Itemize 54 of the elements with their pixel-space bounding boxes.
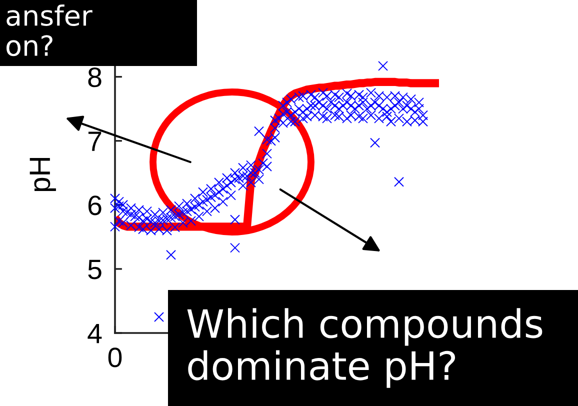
point — [334, 92, 344, 102]
point — [110, 222, 120, 232]
point — [290, 116, 300, 127]
point — [210, 203, 220, 214]
point — [394, 113, 404, 124]
point — [342, 88, 352, 98]
point — [214, 178, 224, 188]
point — [194, 211, 204, 222]
y-tick-label: 4 — [88, 324, 102, 344]
y-tick-label: 6 — [88, 196, 102, 216]
annotation: Which compounds dominate pH? — [187, 308, 542, 388]
point — [298, 113, 308, 124]
point — [414, 97, 424, 108]
point — [190, 194, 200, 204]
text: ansfer on? — [6, 4, 92, 56]
point — [114, 196, 124, 207]
point — [262, 161, 272, 172]
y-axis-title: pH — [30, 158, 56, 192]
point — [278, 100, 288, 111]
point — [310, 92, 320, 102]
point — [202, 206, 212, 216]
point — [378, 60, 388, 71]
y-tick-label: 8 — [88, 67, 102, 88]
x-tick-label: 0 — [108, 348, 122, 368]
point — [366, 88, 376, 98]
point — [322, 113, 332, 124]
point — [358, 113, 368, 124]
point — [226, 190, 236, 200]
point — [254, 174, 264, 184]
point — [170, 222, 180, 232]
point — [282, 97, 292, 108]
point — [206, 184, 216, 194]
point — [230, 242, 240, 253]
y-tick-label: 5 — [88, 260, 102, 280]
point — [198, 187, 208, 198]
point — [230, 168, 240, 178]
point — [118, 200, 128, 210]
point — [238, 180, 248, 191]
point — [254, 126, 264, 136]
point — [318, 88, 328, 98]
point — [358, 92, 368, 102]
point — [366, 110, 376, 120]
point — [218, 196, 228, 207]
point — [330, 110, 340, 120]
point — [394, 176, 404, 187]
point — [110, 194, 120, 204]
point — [114, 216, 124, 226]
y-tick-label: 7 — [88, 132, 102, 151]
point — [370, 138, 380, 148]
point — [230, 214, 240, 225]
point — [386, 116, 396, 127]
point — [166, 250, 176, 260]
point — [246, 178, 256, 188]
point — [154, 312, 164, 322]
